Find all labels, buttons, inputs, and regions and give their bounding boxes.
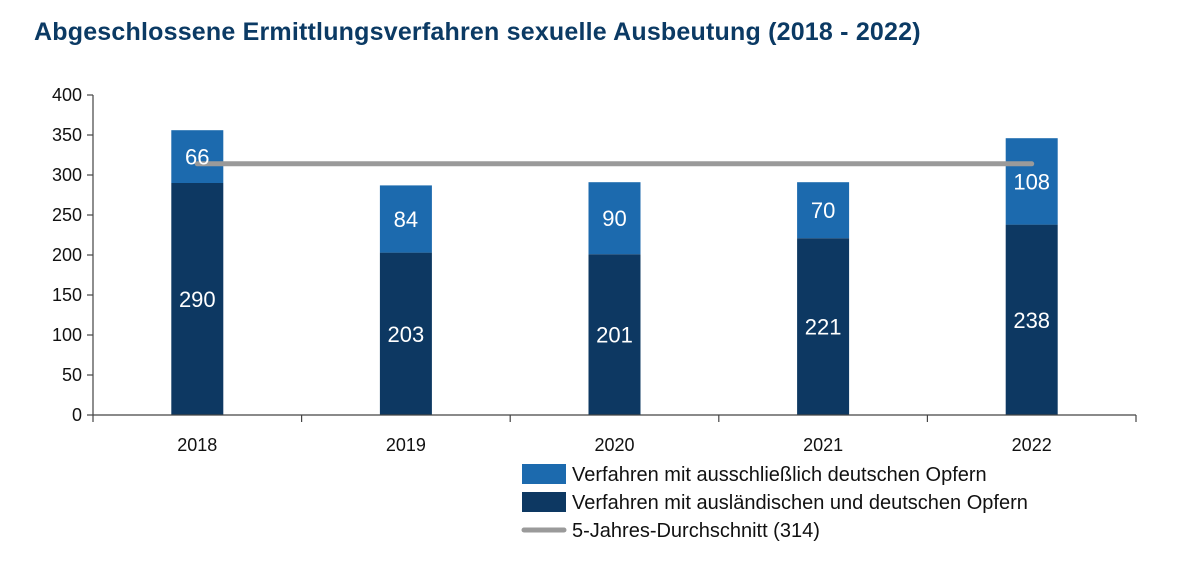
y-tick-label-300: 300 bbox=[52, 165, 82, 185]
y-tick-label-150: 150 bbox=[52, 285, 82, 305]
bar-2022-series-0 bbox=[1005, 224, 1058, 415]
legend-label-0: Verfahren mit ausschließlich deutschen O… bbox=[572, 464, 987, 486]
x-tick-label-2020: 2020 bbox=[594, 435, 634, 455]
data-label-2020-series-1: 90 bbox=[602, 206, 626, 231]
x-tick-label-2022: 2022 bbox=[1012, 435, 1052, 455]
data-label-2021-series-1: 70 bbox=[811, 198, 835, 223]
data-label-2019-series-1: 84 bbox=[394, 207, 418, 232]
y-tick-label-350: 350 bbox=[52, 125, 82, 145]
legend-label-1: Verfahren mit ausländischen und deutsche… bbox=[572, 492, 1028, 514]
x-tick-label-2018: 2018 bbox=[177, 435, 217, 455]
bar-2020-series-0 bbox=[588, 254, 641, 415]
data-label-2021-series-0: 221 bbox=[805, 315, 842, 340]
data-label-2018-series-0: 290 bbox=[179, 287, 216, 312]
data-labels-layer: 290 66 203 84 201 90 221 70 238 108 bbox=[179, 145, 1050, 348]
bar-2019-series-1 bbox=[379, 185, 432, 253]
x-tick-label-2021: 2021 bbox=[803, 435, 843, 455]
legend: Verfahren mit ausschließlich deutschen O… bbox=[521, 464, 1028, 542]
legend-swatch-series-0 bbox=[522, 492, 566, 512]
y-tick-label-100: 100 bbox=[52, 325, 82, 345]
axes: 0 50 100 150 200 250 300 350 400 2018 2019 2020 2021… bbox=[52, 85, 1137, 455]
x-tick-label-2019: 2019 bbox=[386, 435, 426, 455]
bar-2021-series-1 bbox=[797, 182, 850, 239]
bar-2019-series-0 bbox=[379, 252, 432, 415]
bar-2018-series-1 bbox=[171, 130, 224, 183]
y-tick-label-400: 400 bbox=[52, 85, 82, 105]
data-label-2022-series-1: 108 bbox=[1013, 169, 1050, 194]
data-label-2020-series-0: 201 bbox=[596, 323, 633, 348]
data-label-2022-series-0: 238 bbox=[1013, 308, 1050, 333]
y-tick-label-50: 50 bbox=[62, 365, 82, 385]
data-label-2018-series-1: 66 bbox=[185, 145, 209, 170]
chart-title: Abgeschlossene Ermittlungsverfahren sexu… bbox=[34, 18, 921, 46]
y-tick-label-200: 200 bbox=[52, 245, 82, 265]
y-tick-label-250: 250 bbox=[52, 205, 82, 225]
bars-layer bbox=[171, 130, 1058, 415]
legend-swatch-series-1 bbox=[522, 464, 566, 484]
bar-2022-series-1 bbox=[1005, 138, 1058, 225]
bar-2018-series-0 bbox=[171, 183, 224, 415]
data-label-2019-series-0: 203 bbox=[388, 322, 425, 347]
y-tick-label-0: 0 bbox=[72, 405, 82, 425]
legend-label-2: 5-Jahres-Durchschnitt (314) bbox=[572, 520, 820, 542]
bar-2020-series-1 bbox=[588, 182, 641, 255]
bar-2021-series-0 bbox=[797, 238, 850, 415]
